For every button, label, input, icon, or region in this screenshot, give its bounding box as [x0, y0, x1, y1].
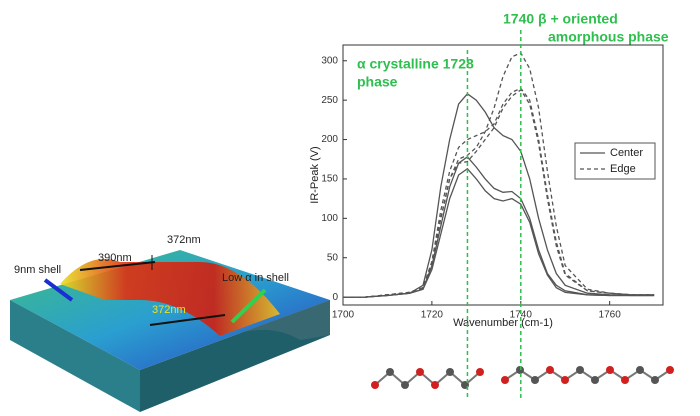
x-tick-label: 1740: [510, 310, 533, 321]
image-label: 390nm: [98, 252, 132, 264]
x-tick-label: 1760: [599, 310, 622, 321]
arrow: [149, 314, 226, 326]
y-tick-label: 300: [321, 55, 338, 66]
line: [343, 92, 655, 298]
x-tick-label: 1700: [332, 310, 355, 321]
y-axis-label: IR-Peak (V): [309, 146, 321, 203]
afm-image: 9nm shell 390nm 372nm 372nm Low α in she…: [10, 234, 330, 412]
legend-box: [574, 142, 656, 180]
y-tick-label: 200: [321, 134, 338, 145]
arrow: [79, 261, 156, 271]
y-tick-label: 50: [327, 252, 339, 263]
line: [343, 167, 655, 298]
image-label: 9nm shell: [14, 264, 61, 276]
x-axis-label: Wavenumber (cm-1): [453, 317, 553, 329]
y-tick-label: 250: [321, 95, 338, 106]
x-tick-label: 1720: [421, 310, 444, 321]
annotation-text: 1740 β + oriented: [503, 11, 618, 27]
line: [343, 87, 655, 298]
arrow: [43, 278, 74, 302]
image-label: Low α in shell: [222, 272, 289, 284]
y-tick-label: 150: [321, 174, 338, 185]
legend-label: Edge: [610, 163, 636, 175]
image-label: 372nm: [167, 234, 201, 246]
annotation-text: α crystalline 1728: [357, 56, 474, 72]
y-tick-label: 100: [321, 213, 338, 224]
legend-label: Center: [610, 147, 643, 159]
image-label: 372nm: [152, 304, 186, 316]
annotation-text: phase: [357, 74, 398, 90]
y-tick-label: 0: [332, 292, 338, 303]
line: [343, 52, 655, 298]
annotation-text: amorphous phase: [548, 29, 669, 45]
arrow: [230, 288, 267, 324]
line: [343, 88, 655, 298]
plot-frame: [342, 44, 664, 306]
molecules: [371, 366, 674, 389]
